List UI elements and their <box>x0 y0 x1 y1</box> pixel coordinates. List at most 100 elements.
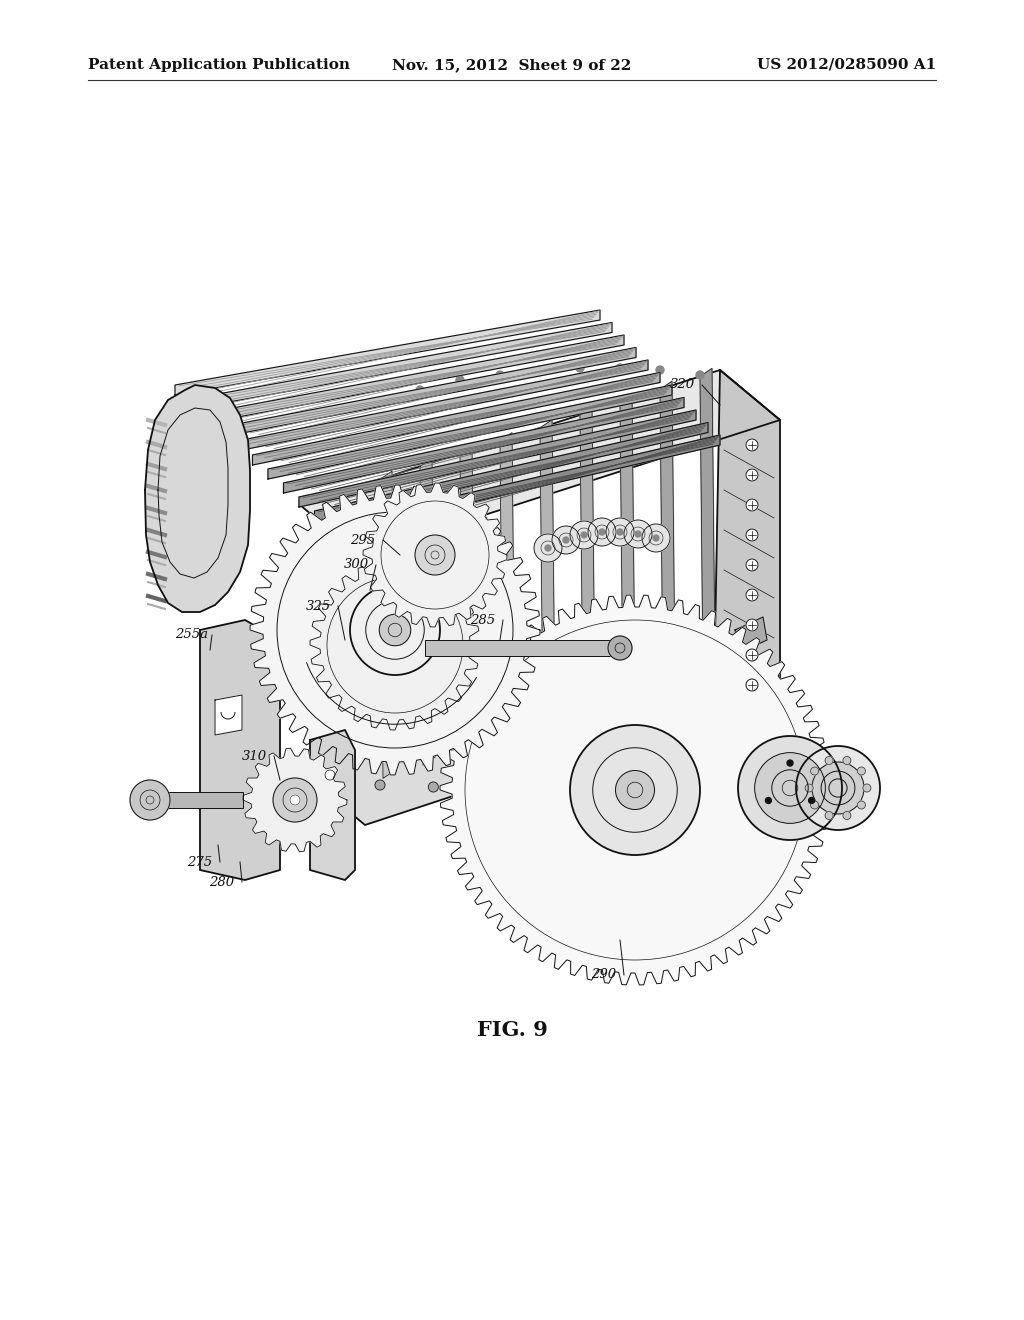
Circle shape <box>695 792 705 803</box>
Polygon shape <box>200 620 280 880</box>
Polygon shape <box>715 370 780 690</box>
Circle shape <box>843 812 851 820</box>
Circle shape <box>812 762 864 814</box>
Circle shape <box>330 780 340 789</box>
Circle shape <box>452 649 462 660</box>
Circle shape <box>624 520 652 548</box>
Circle shape <box>440 655 450 665</box>
Circle shape <box>318 750 329 760</box>
Circle shape <box>454 660 464 671</box>
Circle shape <box>617 529 623 535</box>
Circle shape <box>738 737 842 840</box>
FancyBboxPatch shape <box>145 792 243 808</box>
Polygon shape <box>206 335 624 422</box>
Polygon shape <box>190 322 612 409</box>
Circle shape <box>825 756 834 764</box>
Circle shape <box>563 537 569 543</box>
Polygon shape <box>330 436 720 535</box>
Circle shape <box>356 702 367 711</box>
Polygon shape <box>305 640 775 825</box>
Circle shape <box>416 385 424 393</box>
Circle shape <box>337 735 347 744</box>
Circle shape <box>746 619 758 631</box>
Circle shape <box>653 535 659 541</box>
Circle shape <box>342 719 351 730</box>
Circle shape <box>746 589 758 601</box>
Circle shape <box>536 366 544 374</box>
Circle shape <box>589 788 598 799</box>
Circle shape <box>642 789 651 800</box>
Circle shape <box>317 775 328 785</box>
Circle shape <box>290 795 300 805</box>
Circle shape <box>811 801 818 809</box>
Circle shape <box>746 558 758 572</box>
Circle shape <box>428 660 438 671</box>
Circle shape <box>273 777 317 822</box>
Circle shape <box>857 767 865 775</box>
Circle shape <box>379 614 411 645</box>
Circle shape <box>805 784 813 792</box>
Circle shape <box>599 529 605 535</box>
Polygon shape <box>215 696 242 735</box>
Circle shape <box>746 440 758 451</box>
Text: 255a: 255a <box>175 628 209 642</box>
Circle shape <box>809 797 815 804</box>
Circle shape <box>616 364 624 372</box>
Circle shape <box>825 812 834 820</box>
Circle shape <box>575 364 584 372</box>
Polygon shape <box>175 310 600 395</box>
Circle shape <box>606 517 634 546</box>
Polygon shape <box>362 483 507 627</box>
Circle shape <box>305 770 315 780</box>
Circle shape <box>545 545 551 550</box>
Circle shape <box>417 665 427 675</box>
Text: 320: 320 <box>670 379 694 392</box>
Polygon shape <box>380 471 395 779</box>
Polygon shape <box>243 748 347 851</box>
Circle shape <box>796 746 880 830</box>
Text: 300: 300 <box>343 558 369 572</box>
Circle shape <box>481 784 492 795</box>
Circle shape <box>410 680 420 690</box>
Circle shape <box>755 752 825 824</box>
Circle shape <box>456 376 464 384</box>
Polygon shape <box>440 595 830 985</box>
Circle shape <box>432 671 441 680</box>
Polygon shape <box>253 372 660 465</box>
Circle shape <box>746 678 758 690</box>
Polygon shape <box>145 385 250 612</box>
Circle shape <box>656 366 664 374</box>
Polygon shape <box>221 347 636 437</box>
Circle shape <box>746 649 758 661</box>
Circle shape <box>365 700 375 710</box>
Circle shape <box>334 730 343 741</box>
Circle shape <box>342 785 352 795</box>
Text: Patent Application Publication: Patent Application Publication <box>88 58 350 73</box>
Circle shape <box>325 741 335 750</box>
Text: 310: 310 <box>242 750 266 763</box>
Circle shape <box>608 636 632 660</box>
Circle shape <box>843 756 851 764</box>
Circle shape <box>376 696 386 705</box>
Text: 295: 295 <box>350 533 376 546</box>
Circle shape <box>746 469 758 480</box>
Text: 275: 275 <box>187 855 213 869</box>
Polygon shape <box>284 397 684 492</box>
Circle shape <box>332 814 342 825</box>
Circle shape <box>635 531 641 537</box>
Polygon shape <box>268 385 672 479</box>
Polygon shape <box>310 730 355 880</box>
Circle shape <box>130 780 170 820</box>
Circle shape <box>300 785 310 795</box>
Circle shape <box>306 775 316 785</box>
Polygon shape <box>735 616 767 653</box>
Circle shape <box>428 781 438 792</box>
Circle shape <box>496 371 504 379</box>
Circle shape <box>358 709 369 718</box>
Circle shape <box>570 521 598 549</box>
Circle shape <box>535 785 545 796</box>
Polygon shape <box>299 411 696 507</box>
Circle shape <box>311 760 322 770</box>
Circle shape <box>398 685 409 696</box>
Circle shape <box>319 755 330 766</box>
